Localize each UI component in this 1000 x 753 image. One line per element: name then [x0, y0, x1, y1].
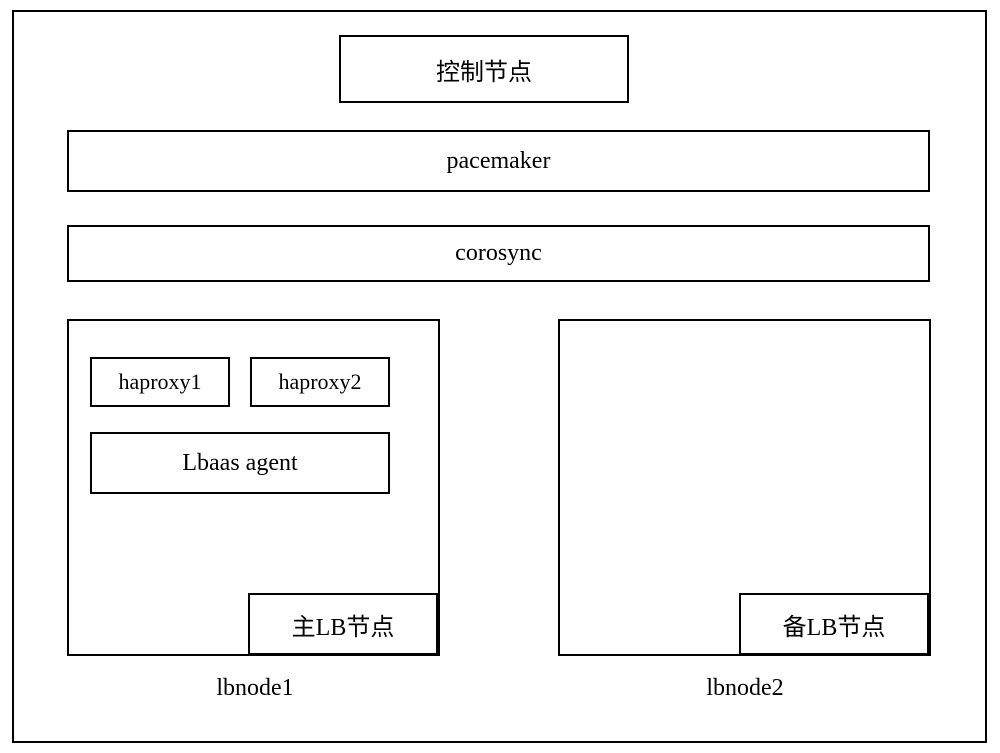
- main-lb-node-box: 主LB节点: [248, 593, 438, 655]
- standby-lb-node-box: 备LB节点: [739, 593, 929, 655]
- lbnode1-label: lbnode1: [205, 675, 305, 702]
- pacemaker-label: pacemaker: [447, 148, 551, 175]
- lbnode1-text: lbnode1: [216, 675, 293, 701]
- standby-lb-node-label: 备LB节点: [783, 607, 886, 642]
- lbaas-agent-label: Lbaas agent: [182, 450, 297, 477]
- corosync-box: corosync: [67, 225, 930, 282]
- haproxy1-box: haproxy1: [90, 357, 230, 407]
- control-node-label: 控制节点: [436, 52, 532, 87]
- pacemaker-box: pacemaker: [67, 130, 930, 192]
- haproxy2-box: haproxy2: [250, 357, 390, 407]
- control-node-box: 控制节点: [339, 35, 629, 103]
- lbnode2-label: lbnode2: [695, 675, 795, 702]
- haproxy2-label: haproxy2: [278, 369, 361, 395]
- haproxy1-label: haproxy1: [118, 369, 201, 395]
- lbaas-agent-box: Lbaas agent: [90, 432, 390, 494]
- corosync-label: corosync: [455, 240, 542, 267]
- lbnode2-text: lbnode2: [706, 675, 783, 701]
- main-lb-node-label: 主LB节点: [292, 607, 395, 642]
